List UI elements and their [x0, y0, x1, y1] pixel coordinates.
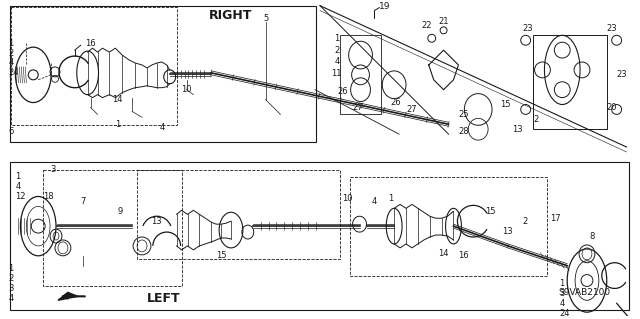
Text: 1: 1	[559, 279, 564, 288]
Text: 24: 24	[559, 309, 570, 318]
Text: 21: 21	[438, 17, 449, 26]
Text: 28: 28	[458, 127, 468, 136]
Bar	[532, 35, 607, 129]
Text: 15: 15	[500, 100, 510, 109]
Text: 25: 25	[458, 110, 468, 119]
Text: 2: 2	[334, 46, 339, 55]
Bar	[10, 6, 316, 142]
Text: 26: 26	[391, 98, 401, 107]
Bar	[137, 170, 340, 259]
Text: 23: 23	[606, 24, 617, 33]
Text: 23: 23	[522, 24, 533, 33]
Text: 4: 4	[15, 182, 20, 191]
Text: 4: 4	[159, 123, 164, 132]
Text: 7: 7	[80, 197, 85, 206]
Bar	[10, 7, 177, 125]
Text: 27: 27	[352, 103, 363, 112]
Text: 3: 3	[8, 284, 14, 293]
Text: 13: 13	[513, 125, 523, 134]
Text: 27: 27	[406, 105, 417, 114]
Text: 2: 2	[522, 217, 527, 226]
Text: 4: 4	[8, 294, 14, 303]
Text: 1: 1	[115, 120, 120, 129]
Text: 1: 1	[15, 172, 20, 181]
Text: 16: 16	[458, 251, 468, 260]
Text: 9: 9	[118, 207, 123, 216]
Bar	[10, 162, 630, 310]
Text: 3: 3	[51, 165, 56, 174]
Bar	[43, 170, 182, 286]
Text: 22: 22	[422, 21, 432, 30]
Text: 1: 1	[334, 34, 339, 43]
Bar	[349, 177, 547, 276]
Text: 16: 16	[85, 39, 96, 48]
Text: RIGHT: RIGHT	[209, 9, 253, 22]
Text: 15: 15	[485, 207, 495, 216]
Text: 2: 2	[8, 48, 14, 58]
Text: 4: 4	[372, 197, 377, 206]
Text: 8: 8	[589, 232, 595, 241]
Text: 6: 6	[8, 127, 14, 136]
Text: 15: 15	[216, 251, 227, 260]
Text: 20: 20	[607, 103, 617, 112]
Text: 1: 1	[8, 264, 14, 273]
Text: 13: 13	[502, 226, 513, 235]
Text: 1: 1	[388, 194, 394, 203]
Text: 4: 4	[334, 57, 339, 66]
Text: S9VAB2100: S9VAB2100	[558, 288, 610, 297]
Text: 14: 14	[112, 95, 122, 104]
Text: 14: 14	[438, 249, 449, 258]
Text: 3: 3	[559, 289, 564, 298]
Polygon shape	[58, 293, 77, 300]
Text: 2: 2	[533, 115, 538, 124]
Text: 11: 11	[332, 69, 342, 78]
Text: 12: 12	[15, 192, 26, 201]
Text: 13: 13	[152, 217, 162, 226]
Text: 5: 5	[263, 14, 268, 23]
Text: LEFT: LEFT	[147, 292, 180, 305]
Text: 18: 18	[43, 192, 53, 201]
Text: 10: 10	[342, 194, 353, 203]
Text: 24: 24	[8, 68, 19, 78]
Text: 2: 2	[8, 274, 14, 283]
Text: 4: 4	[559, 299, 564, 308]
Text: 10: 10	[181, 85, 192, 94]
Text: 17: 17	[550, 214, 561, 223]
Bar	[340, 35, 381, 115]
Text: 4: 4	[8, 58, 14, 68]
Text: 26: 26	[337, 87, 348, 96]
Text: 23: 23	[616, 70, 627, 79]
Text: 19: 19	[378, 2, 390, 11]
Text: 1: 1	[8, 39, 14, 48]
